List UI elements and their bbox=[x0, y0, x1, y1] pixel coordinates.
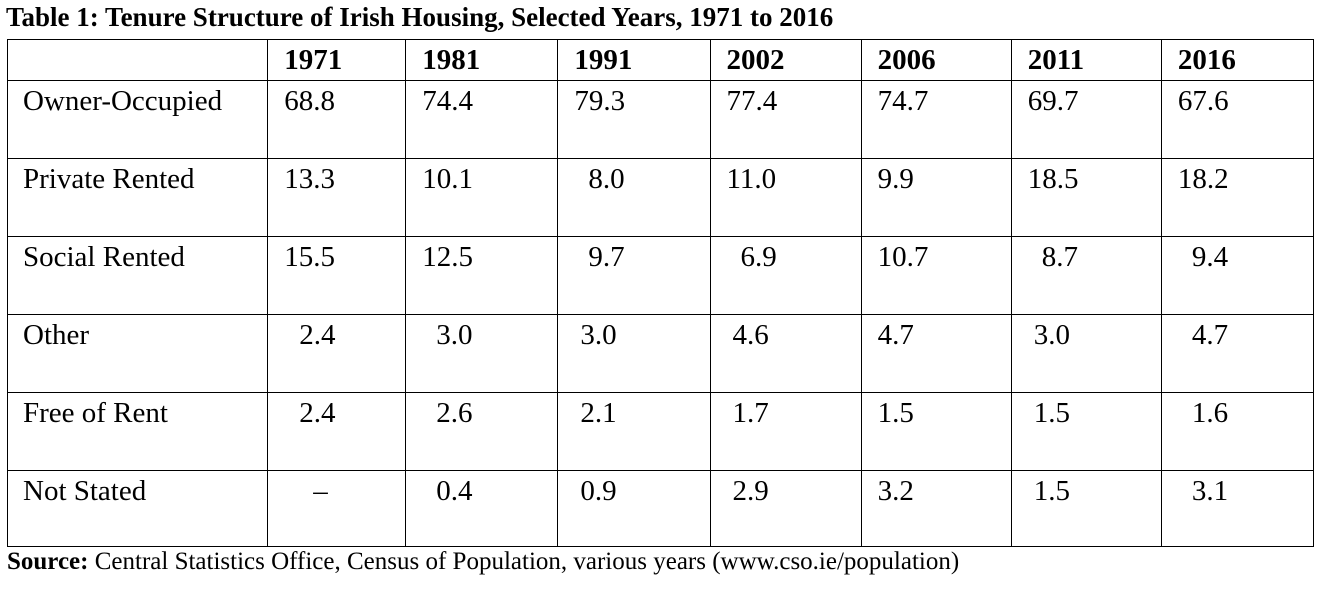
table-row: Free of Rent 2.4 2.6 2.1 1.7 1.5 1.5 1.6 bbox=[6, 392, 1315, 471]
table-cell: 1.5 bbox=[860, 392, 1012, 471]
table-cell: 13.3 bbox=[267, 158, 407, 237]
table-cell: 4.7 bbox=[1160, 314, 1315, 393]
corner-cell bbox=[6, 39, 269, 81]
source-text: Central Statistics Office, Census of Pop… bbox=[88, 548, 960, 575]
table-cell: 8.0 bbox=[557, 158, 711, 237]
table-cell: 9.7 bbox=[557, 236, 711, 315]
table-row: Social Rented 15.5 12.5 9.7 6.9 10.7 8.7… bbox=[6, 236, 1315, 315]
row-label: Private Rented bbox=[6, 158, 269, 237]
table-cell: 2.9 bbox=[709, 470, 862, 547]
table-cell: 9.9 bbox=[860, 158, 1012, 237]
table-cell: 3.0 bbox=[405, 314, 559, 393]
table-cell: 3.2 bbox=[860, 470, 1012, 547]
table-cell: 3.1 bbox=[1160, 470, 1315, 547]
table-cell: 2.1 bbox=[557, 392, 711, 471]
table-cell: 10.1 bbox=[405, 158, 559, 237]
table-cell: 10.7 bbox=[860, 236, 1012, 315]
table-cell: 74.7 bbox=[860, 80, 1012, 159]
table-cell: 67.6 bbox=[1160, 80, 1315, 159]
table-cell: 1.5 bbox=[1010, 392, 1162, 471]
column-header: 1981 bbox=[405, 39, 559, 81]
table-cell: 77.4 bbox=[709, 80, 862, 159]
table-cell: 2.6 bbox=[405, 392, 559, 471]
source-label: Source: bbox=[7, 548, 89, 575]
table-cell: 4.7 bbox=[860, 314, 1012, 393]
table-cell: 9.4 bbox=[1160, 236, 1315, 315]
source-note: Source: Central Statistics Office, Censu… bbox=[7, 545, 959, 579]
table-row: Private Rented 13.3 10.1 8.0 11.0 9.9 18… bbox=[6, 158, 1315, 237]
column-header: 2011 bbox=[1010, 39, 1162, 81]
table-cell: 69.7 bbox=[1010, 80, 1162, 159]
table-cell: 0.9 bbox=[557, 470, 711, 547]
table-cell: 3.0 bbox=[1010, 314, 1162, 393]
table-cell: 12.5 bbox=[405, 236, 559, 315]
table-cell: 0.4 bbox=[405, 470, 559, 547]
table-cell: 1.6 bbox=[1160, 392, 1315, 471]
row-label: Owner-Occupied bbox=[6, 80, 269, 159]
table-cell: 1.7 bbox=[709, 392, 862, 471]
table-cell: 18.2 bbox=[1160, 158, 1315, 237]
table-cell: 1.5 bbox=[1010, 470, 1162, 547]
table-row: Not Stated – 0.4 0.9 2.9 3.2 1.5 3.1 bbox=[6, 470, 1315, 547]
table-title: Table 1: Tenure Structure of Irish Housi… bbox=[6, 2, 834, 32]
table-row: Owner-Occupied 68.8 74.4 79.3 77.4 74.7 … bbox=[6, 80, 1315, 159]
column-header: 2002 bbox=[709, 39, 862, 81]
table-cell: 74.4 bbox=[405, 80, 559, 159]
column-header: 2016 bbox=[1160, 39, 1315, 81]
table-cell: 11.0 bbox=[709, 158, 862, 237]
table-cell: 18.5 bbox=[1010, 158, 1162, 237]
table-cell: – bbox=[267, 470, 407, 547]
row-label: Free of Rent bbox=[6, 392, 269, 471]
row-label: Other bbox=[6, 314, 269, 393]
column-header: 2006 bbox=[860, 39, 1012, 81]
table-cell: 68.8 bbox=[267, 80, 407, 159]
table-cell: 79.3 bbox=[557, 80, 711, 159]
row-label: Not Stated bbox=[6, 470, 269, 547]
table-cell: 8.7 bbox=[1010, 236, 1162, 315]
table-cell: 6.9 bbox=[709, 236, 862, 315]
column-header: 1971 bbox=[267, 39, 407, 81]
table-row: Other 2.4 3.0 3.0 4.6 4.7 3.0 4.7 bbox=[6, 314, 1315, 393]
table-cell: 2.4 bbox=[267, 314, 407, 393]
tenure-table: 1971 1981 1991 2002 2006 2011 2016 Owner… bbox=[6, 39, 1315, 547]
column-header: 1991 bbox=[557, 39, 711, 81]
table-cell: 3.0 bbox=[557, 314, 711, 393]
table-cell: 15.5 bbox=[267, 236, 407, 315]
header-row: 1971 1981 1991 2002 2006 2011 2016 bbox=[6, 39, 1315, 81]
table-cell: 2.4 bbox=[267, 392, 407, 471]
row-label: Social Rented bbox=[6, 236, 269, 315]
table-cell: 4.6 bbox=[709, 314, 862, 393]
